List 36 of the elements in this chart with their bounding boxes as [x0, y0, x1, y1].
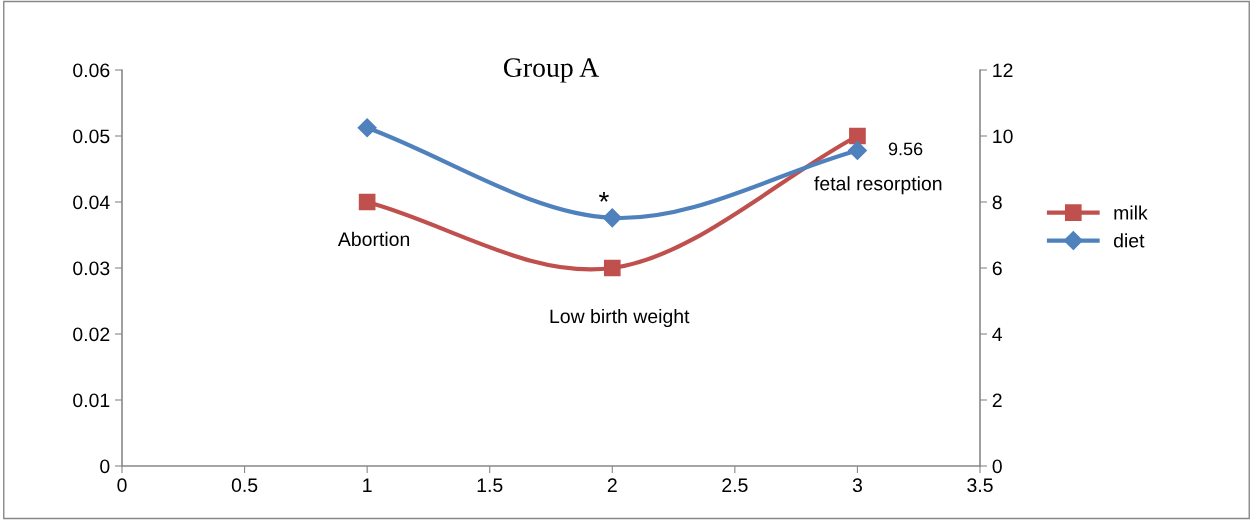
x-tick-label: 1 [363, 478, 372, 492]
y-tick-label: 0 [100, 459, 110, 474]
point [603, 259, 621, 277]
annotation: Low birth weight [550, 308, 690, 328]
y-tick-label: 0.03 [73, 261, 110, 276]
y2-tick-label: 4 [992, 327, 1003, 342]
y-tick-label: 0.04 [73, 195, 110, 210]
y-tick-label: 0.01 [73, 393, 110, 408]
x-tick-label: 1.5 [477, 478, 503, 493]
point [602, 208, 622, 228]
point [847, 140, 867, 161]
point [357, 118, 377, 138]
x-tick-label: 0 [117, 478, 127, 493]
y2-tick-label: 8 [992, 195, 1002, 210]
point [358, 193, 376, 211]
y2-tick-label: 6 [992, 261, 1002, 276]
legend-label: milk [1114, 205, 1148, 220]
chart-title: Group A [503, 58, 600, 83]
y-tick-label: 0.06 [73, 63, 110, 78]
x-tick-label: 3.5 [967, 478, 993, 493]
x-tick-label: 2.5 [722, 478, 748, 493]
x-tick-label: 0.5 [231, 478, 258, 493]
y2-tick-label: 10 [993, 129, 1013, 144]
legend-label: diet [1113, 233, 1145, 248]
y-tick-label: 0.02 [73, 327, 110, 342]
annotation: Abortion [337, 231, 410, 247]
y2-tick-label: 0 [992, 459, 1002, 474]
x-tick-label: 2 [607, 478, 617, 492]
x-tick-label: 3 [852, 478, 862, 493]
y2-tick-label: 2 [992, 393, 1002, 408]
annotation: * [598, 192, 609, 202]
y2-tick-label: 12 [993, 63, 1013, 78]
point [849, 127, 866, 145]
y-tick-label: 0.05 [73, 129, 110, 144]
data-label: 9.56 [888, 142, 923, 156]
annotation: fetal resorption [814, 176, 942, 195]
